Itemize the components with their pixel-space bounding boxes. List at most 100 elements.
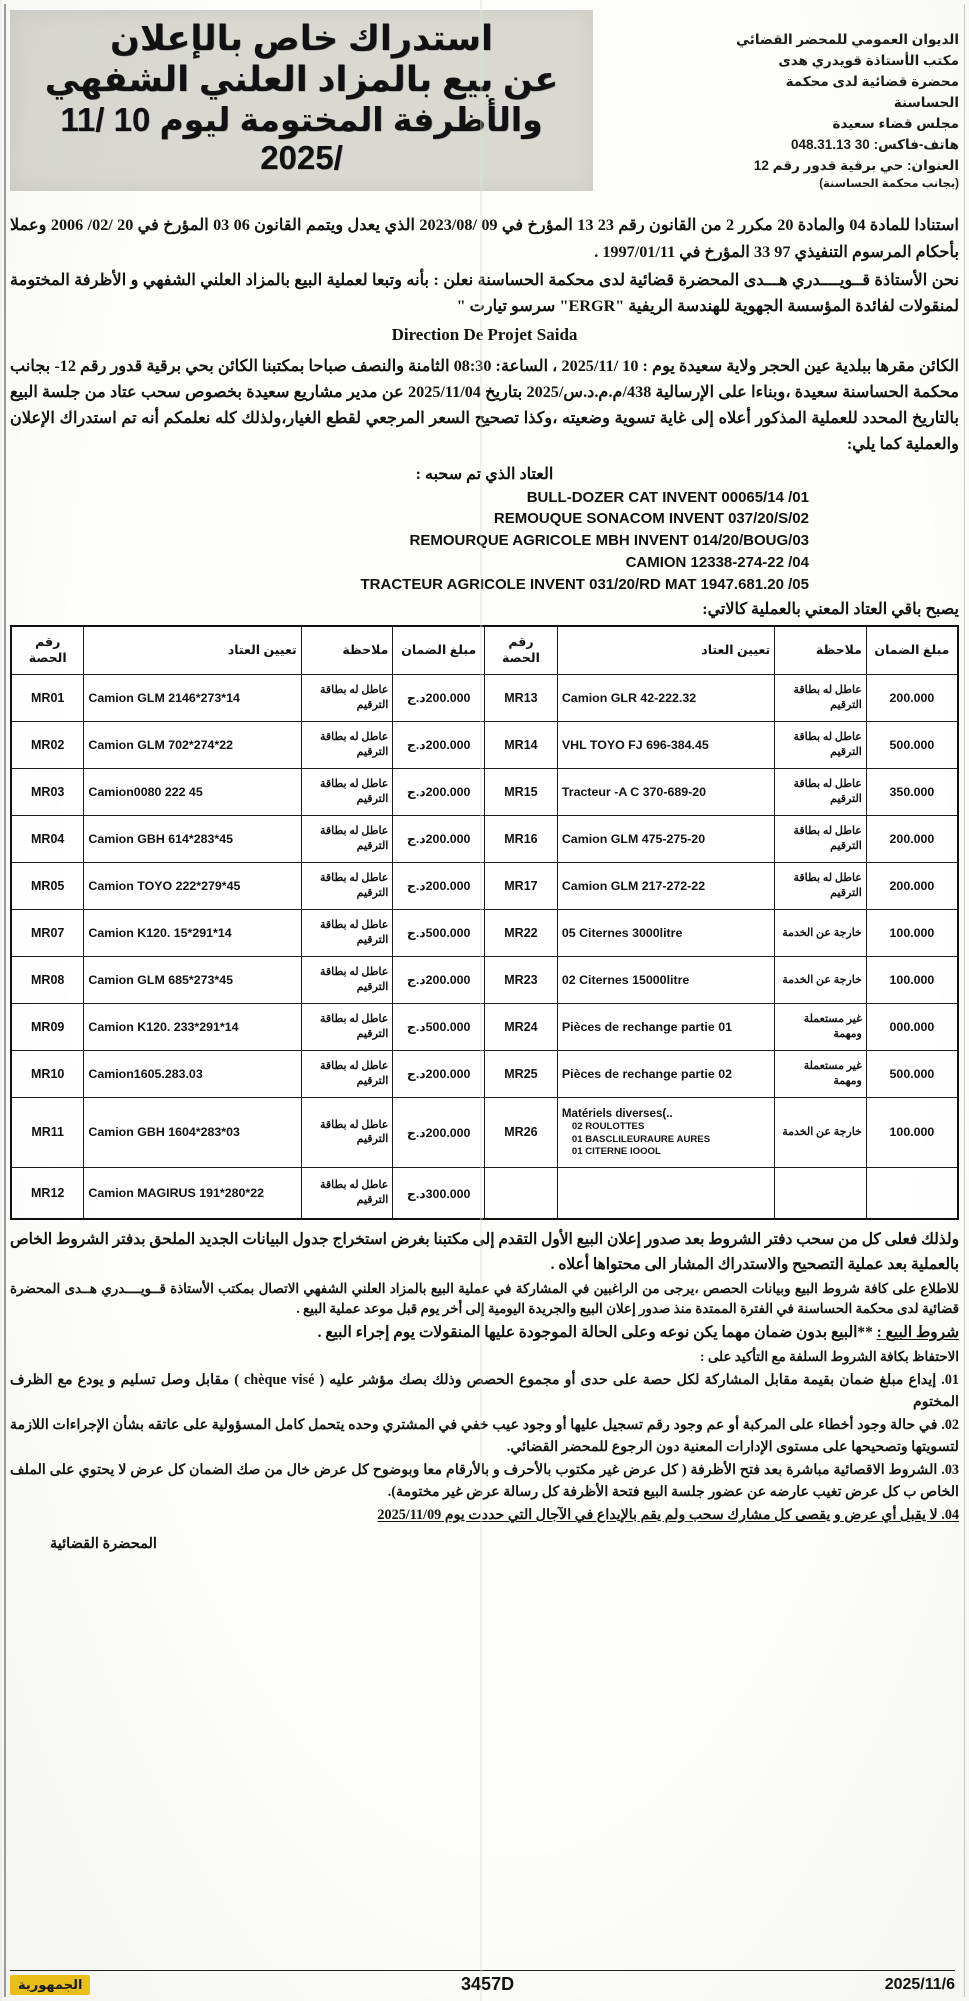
cell-designation-left: Camion GLM 475-275-20: [556, 814, 776, 863]
cell-note-right: عاطل له بطاقة الترقيم: [300, 767, 394, 816]
cell-guarantee-right: 200.000د.ج: [392, 814, 486, 863]
office-line-4: الحساسنة: [893, 94, 959, 110]
cell-lot-right: MR02: [10, 720, 85, 769]
designation-sub-1: 02 ROULOTTES: [571, 1121, 645, 1133]
office-phone-fax: هاتف-فاكس: 30 048.31.13: [790, 136, 959, 152]
office-address: العنوان: حي برقية قدور رقم 12: [753, 157, 959, 173]
cell-note-left: غير مستعملة ومهمة: [774, 1049, 867, 1098]
footer-date: 2025/11/6: [884, 1975, 955, 1993]
cell-designation-right: Camion1605.283.03: [83, 1049, 302, 1098]
condition-item-03: 03. الشروط الاقصائية مباشرة بعد فتح الأظ…: [10, 1461, 959, 1500]
document-header: الديوان العمومي للمحضر القضائي مكتب الأس…: [10, 6, 959, 194]
cell-lot-right: MR03: [10, 767, 85, 816]
th-note-right: ملاحظة: [300, 625, 394, 675]
cell-guarantee-left: 100.000: [865, 955, 959, 1004]
condition-item-01: 01. إيداع مبلغ ضمان بقيمة مقابل المشاركة…: [10, 1371, 960, 1410]
cell-note-right: عاطل له بطاقة الترقيم: [300, 673, 394, 722]
legal-basis-paragraph: استنادا للمادة 04 والمادة 20 مكرر 2 من ا…: [10, 216, 960, 261]
cell-guarantee-right: 200.000د.ج: [392, 861, 486, 910]
retain-conditions-text: الاحتفاظ بكافة الشروط السلفة مع التأكيد …: [700, 1348, 959, 1364]
cell-note-left: خارجة عن الخدمة: [774, 955, 867, 1004]
cell-note-right: عاطل له بطاقة الترقيم: [300, 1096, 394, 1168]
cell-guarantee-left: 200.000: [865, 861, 959, 910]
cell-lot-left: MR24: [484, 1002, 558, 1051]
office-address-note: (بجانب محكمة الحساسنة): [819, 178, 959, 191]
cell-designation-right: Camion GLM 685*273*45: [83, 955, 302, 1004]
cell-lot-left: MR15: [484, 767, 558, 816]
cell-guarantee-right: 500.000د.ج: [392, 1002, 486, 1051]
condition-paragraph-2: للاطلاع على كافة شروط البيع وبيانات الحص…: [10, 1280, 959, 1317]
cell-guarantee-right: 200.000د.ج: [392, 767, 486, 816]
auction-details-paragraph: الكائن مقرها ببلدية عين الحجر ولاية سعيد…: [10, 356, 960, 454]
headline-line-1: استدراك خاص بالإعلان: [110, 19, 493, 58]
cell-guarantee-left: [865, 1166, 959, 1220]
cell-note-right: عاطل له بطاقة الترقيم: [300, 1002, 394, 1051]
table-row: 100.000 خارجة عن الخدمة 02 Citernes 1500…: [10, 955, 959, 1004]
cell-designation-right: Camion K120. 233*291*14: [83, 1002, 302, 1051]
project-direction-line: Direction De Projet Saida: [391, 325, 578, 345]
cell-note-left: غير مستعملة ومهمة: [774, 1002, 867, 1051]
cell-note-right: عاطل له بطاقة الترقيم: [300, 1049, 394, 1098]
office-line-5: مجلس قضاء سعيدة: [832, 115, 960, 131]
cell-guarantee-left: 350.000: [865, 767, 959, 816]
th-note-left: ملاحظة: [774, 625, 867, 675]
cell-guarantee-left: 100.000: [865, 908, 959, 957]
cell-designation-right: Camion TOYO 222*279*45: [83, 861, 302, 910]
withdrawn-item: REMOUQUE SONACOM INVENT 037/20/S/02: [493, 510, 809, 528]
cell-guarantee-left: 200.000: [865, 814, 959, 863]
designation-sub-2: 01 BASCLILEURAURE AURES: [571, 1133, 711, 1145]
cell-lot-left: MR26: [484, 1096, 558, 1168]
cell-note-right: عاطل له بطاقة الترقيم: [300, 955, 394, 1004]
cell-designation-right: Camion GBH 614*283*45: [83, 814, 302, 863]
table-row: 100.000 خارجة عن الخدمة Matériels divers…: [10, 1096, 959, 1168]
cell-guarantee-right: 200.000د.ج: [392, 1049, 486, 1098]
cell-lot-right: MR04: [10, 814, 85, 863]
cell-guarantee-left: 200.000: [865, 673, 959, 722]
withdrawn-equipment-heading: العتاد الذي تم سحبه :: [415, 465, 554, 483]
cell-lot-left: MR16: [484, 814, 558, 863]
cell-lot-right: MR10: [10, 1049, 85, 1098]
withdrawn-equipment-list: BULL-DOZER CAT INVENT 00065/14 /01 REMOU…: [10, 487, 959, 596]
cell-designation-left: Camion GLR 42-222.32: [556, 673, 776, 722]
table-header-row: مبلغ الضمان ملاحظة تعيين العتاد رقم الحص…: [10, 625, 959, 675]
th-lot-right: رقم الحصة: [10, 625, 85, 675]
cell-guarantee-right: 300.000د.ج: [392, 1166, 486, 1220]
cell-designation-left: Matériels diverses(.. 02 ROULOTTES 01 BA…: [556, 1096, 776, 1168]
cell-guarantee-right: 500.000د.ج: [392, 908, 486, 957]
signature-line: المحضرة القضائية: [50, 1535, 157, 1552]
withdrawn-item: REMOURQUE AGRICOLE MBH INVENT 014/20/BOU…: [409, 532, 809, 550]
office-line-1: الديوان العمومي للمحضر القضائي: [736, 32, 959, 47]
th-guarantee-left: مبلغ الضمان: [865, 625, 959, 675]
cell-note-right: عاطل له بطاقة الترقيم: [300, 1166, 394, 1220]
cell-lot-right: MR07: [10, 908, 85, 957]
cell-lot-right: MR01: [10, 673, 85, 722]
cell-guarantee-right: 200.000د.ج: [392, 1096, 486, 1168]
cell-designation-left: Pièces de rechange partie 02: [556, 1049, 776, 1098]
table-row: 300.000د.ج عاطل له بطاقة الترقيم Camion …: [10, 1166, 959, 1220]
cell-note-right: عاطل له بطاقة الترقيم: [300, 814, 394, 863]
cell-note-left: عاطل له بطاقة الترقيم: [774, 673, 867, 722]
intro-section: استنادا للمادة 04 والمادة 20 مكرر 2 من ا…: [10, 212, 959, 457]
cell-lot-right: MR08: [10, 955, 85, 1004]
cell-note-left: خارجة عن الخدمة: [774, 908, 867, 957]
cell-designation-left: 05 Citernes 3000litre: [556, 908, 776, 957]
cell-designation-right: Camion0080 222 45: [83, 767, 302, 816]
cell-lot-left: MR14: [484, 720, 558, 769]
cell-designation-right: Camion GLM 2146*273*14: [83, 673, 302, 722]
cell-note-left: [774, 1166, 867, 1220]
cell-guarantee-right: 200.000د.ج: [392, 720, 486, 769]
cell-designation-left: Tracteur -A C 370-689-20: [556, 767, 776, 816]
page-footer: 2025/11/6 3457D الجمهورية: [10, 1970, 955, 1995]
table-row: 350.000 عاطل له بطاقة الترقيم Tracteur -…: [10, 767, 959, 816]
table-row: 500.000 عاطل له بطاقة الترقيم VHL TOYO F…: [10, 720, 959, 769]
cell-note-right: عاطل له بطاقة الترقيم: [300, 861, 394, 910]
headline-line-2: عن بيع بالمزاد العلني الشفهي: [44, 60, 559, 100]
cell-lot-right: MR11: [10, 1096, 85, 1168]
footer-reference-number: 3457D: [461, 1974, 515, 1994]
withdrawn-item: CAMION 12338-274-22 /04: [625, 553, 809, 571]
declaration-paragraph: نحن الأستاذة قــويــــدري هـــدى المحضرة…: [10, 270, 959, 315]
withdrawn-item: BULL-DOZER CAT INVENT 00065/14 /01: [526, 488, 809, 506]
cell-note-left: عاطل له بطاقة الترقيم: [774, 814, 867, 863]
cell-lot-right: MR05: [10, 861, 85, 910]
